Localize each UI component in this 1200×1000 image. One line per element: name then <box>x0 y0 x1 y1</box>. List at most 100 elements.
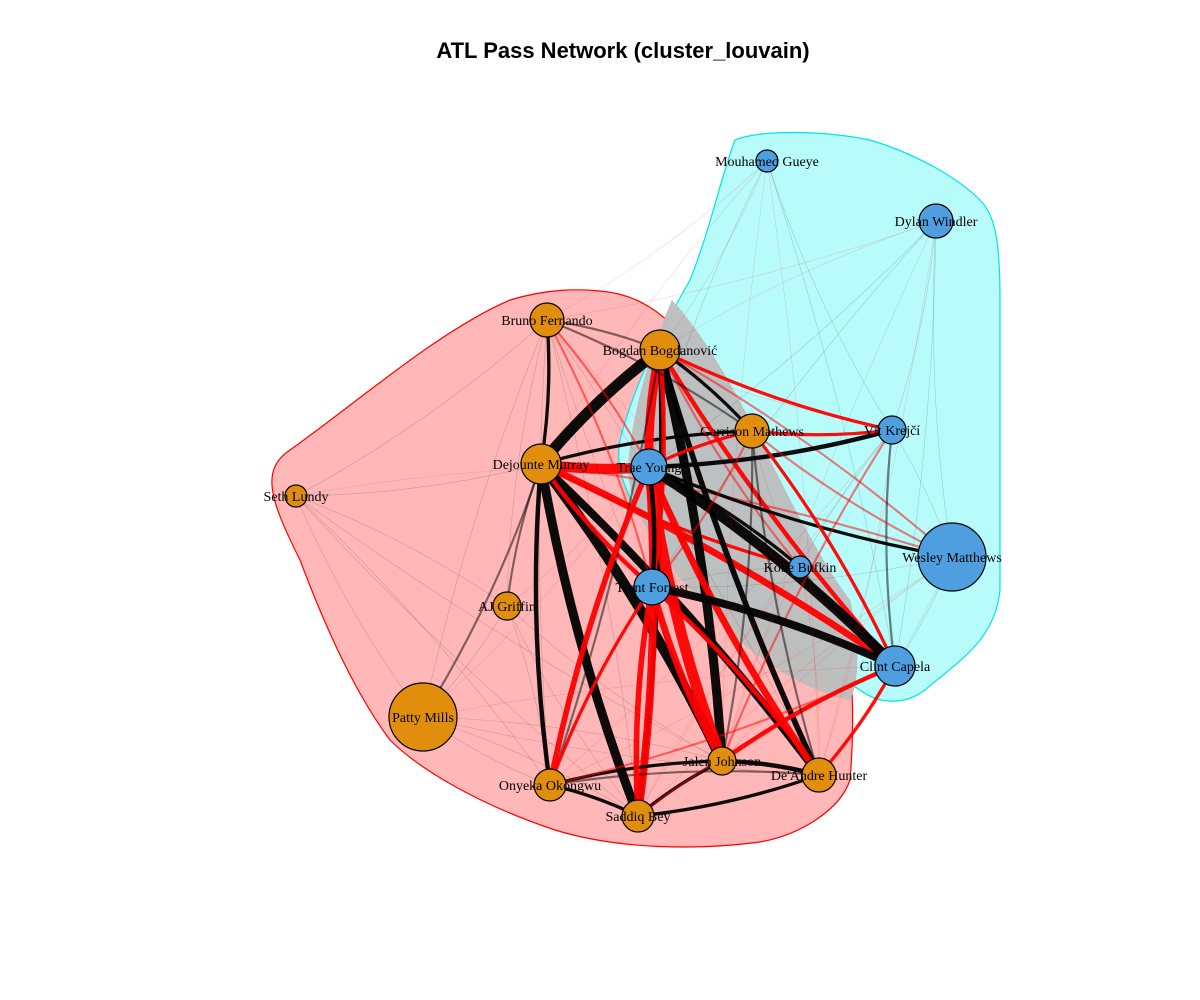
chart-title: ATL Pass Network (cluster_louvain) <box>436 38 809 63</box>
edge-fernando-bey <box>546 319 639 817</box>
node-lundy[interactable] <box>284 484 308 508</box>
edge-windler-hunter <box>818 220 937 776</box>
edge-mills-hunter <box>422 716 820 776</box>
node-griffin[interactable] <box>492 591 522 621</box>
edge-lundy-johnson <box>295 495 723 762</box>
edge-bogdanovic-okongwu <box>548 348 662 787</box>
node-label-fernando: Bruno Fernando <box>501 314 592 329</box>
edge-johnson-mathews <box>720 429 754 763</box>
edge-murray-lundy <box>295 463 542 497</box>
edge-capela-krejci <box>885 428 897 668</box>
node-mills[interactable] <box>388 682 458 752</box>
node-label-bogdanovic: Bogdan Bogdanović <box>603 344 718 359</box>
node-okongwu[interactable] <box>533 768 567 802</box>
edge-murray-okongwu <box>533 461 553 788</box>
node-bogdanovic[interactable] <box>639 329 681 371</box>
edge-gueye-johnson <box>721 160 768 762</box>
edge-griffin-okongwu <box>506 605 551 786</box>
node-label-johnson: Jalen Johnson <box>683 755 761 770</box>
player-labels: Mouhamed Gueye Dylan Windler Bruno Fernand… <box>264 155 1002 825</box>
node-bey[interactable] <box>621 799 655 833</box>
node-label-bey: Saddiq Bey <box>606 810 671 825</box>
edge-bufkin-bey <box>637 566 801 817</box>
node-bufkin[interactable] <box>788 555 812 579</box>
edge-mills-capela <box>422 665 896 718</box>
edge-hunter-forrest <box>649 584 822 778</box>
node-fernando[interactable] <box>529 302 565 338</box>
node-murray[interactable] <box>520 443 562 485</box>
edge-griffin-fernando <box>506 319 548 607</box>
edge-gueye-hunter <box>766 160 820 776</box>
edge-young-fernando <box>545 318 651 469</box>
node-label-windler: Dylan Windler <box>895 215 978 230</box>
edge-krejci-bufkin <box>799 429 893 568</box>
edge-johnson-krejci <box>720 428 894 763</box>
edge-gueye-fernando <box>546 160 768 321</box>
edge-griffin-johnson <box>506 605 723 762</box>
edge-fernando-mathews <box>545 318 754 433</box>
edge-windler-johnson <box>721 220 937 762</box>
node-label-krejci: Vít Krejčí <box>864 424 920 439</box>
edge-lundy-griffin <box>295 495 508 607</box>
edge-forrest-matthews <box>651 556 953 588</box>
node-forrest[interactable] <box>633 568 671 606</box>
edge-capela-mathews <box>750 429 897 668</box>
edge-okongwu-capela <box>548 664 897 787</box>
edge-windler-matthews <box>932 220 953 558</box>
edge-fernando-forrest <box>545 318 654 589</box>
edge-krejci-okongwu <box>549 429 893 786</box>
node-label-murray: Dejounte Murray <box>493 458 590 473</box>
node-label-okongwu: Onyeka Okongwu <box>499 779 601 794</box>
edge-bogdanovic-matthews <box>658 348 954 559</box>
edge-matthews-johnson <box>721 556 953 762</box>
pass-edges <box>295 160 954 821</box>
edge-windler-young <box>648 220 937 468</box>
node-label-forrest: Trent Forrest <box>616 581 689 596</box>
edge-windler-krejci <box>891 220 937 431</box>
node-krejci[interactable] <box>877 415 907 445</box>
node-gueye[interactable] <box>755 149 779 173</box>
edge-bogdanovic-hunter <box>657 347 822 778</box>
node-johnson[interactable] <box>707 746 737 776</box>
node-label-mathews: Garrison Mathews <box>700 425 804 440</box>
edge-fernando-capela <box>546 319 896 667</box>
edge-griffin-young <box>506 466 650 607</box>
edge-krejci-bey <box>637 429 893 817</box>
node-hunter[interactable] <box>801 757 837 793</box>
edge-young-capela <box>643 461 901 672</box>
edge-windler-forrest <box>651 220 937 588</box>
edge-hunter-mathews <box>750 429 821 777</box>
node-label-gueye: Mouhamed Gueye <box>715 155 819 170</box>
edge-young-okongwu <box>547 464 652 788</box>
edge-gueye-young <box>648 160 768 468</box>
edge-mills-fernando <box>422 319 548 718</box>
edge-bufkin-johnson <box>721 566 801 762</box>
edge-mills-young <box>422 466 650 718</box>
edge-murray-bufkin <box>539 462 802 569</box>
edge-windler-fernando <box>546 220 937 321</box>
edge-bogdanovic-johnson <box>655 345 727 766</box>
node-capela[interactable] <box>874 645 916 687</box>
edge-matthews-bey <box>637 556 953 817</box>
node-matthews[interactable] <box>917 522 987 592</box>
edge-lundy-fernando <box>295 319 548 497</box>
node-mathews[interactable] <box>734 413 770 449</box>
node-label-bufkin: Kobe Bufkin <box>764 561 837 576</box>
edge-windler-capela <box>894 220 937 667</box>
edge-fernando-johnson <box>546 319 723 762</box>
node-label-capela: Clint Capela <box>860 660 931 675</box>
node-label-griffin: AJ Griffin <box>478 600 536 615</box>
node-windler[interactable] <box>918 203 954 239</box>
edge-bey-forrest <box>633 584 655 819</box>
edge-murray-capela <box>537 460 899 670</box>
edge-bufkin-hunter <box>799 566 820 776</box>
node-label-matthews: Wesley Matthews <box>902 551 1002 566</box>
edge-capela-forrest <box>648 583 899 670</box>
node-label-hunter: De'Andre Hunter <box>771 769 868 784</box>
node-young[interactable] <box>630 448 668 486</box>
edge-krejci-hunter <box>818 429 893 776</box>
edge-mills-johnson <box>422 716 723 762</box>
edge-gueye-krejci <box>766 160 893 431</box>
edge-lundy-bey <box>295 495 639 817</box>
